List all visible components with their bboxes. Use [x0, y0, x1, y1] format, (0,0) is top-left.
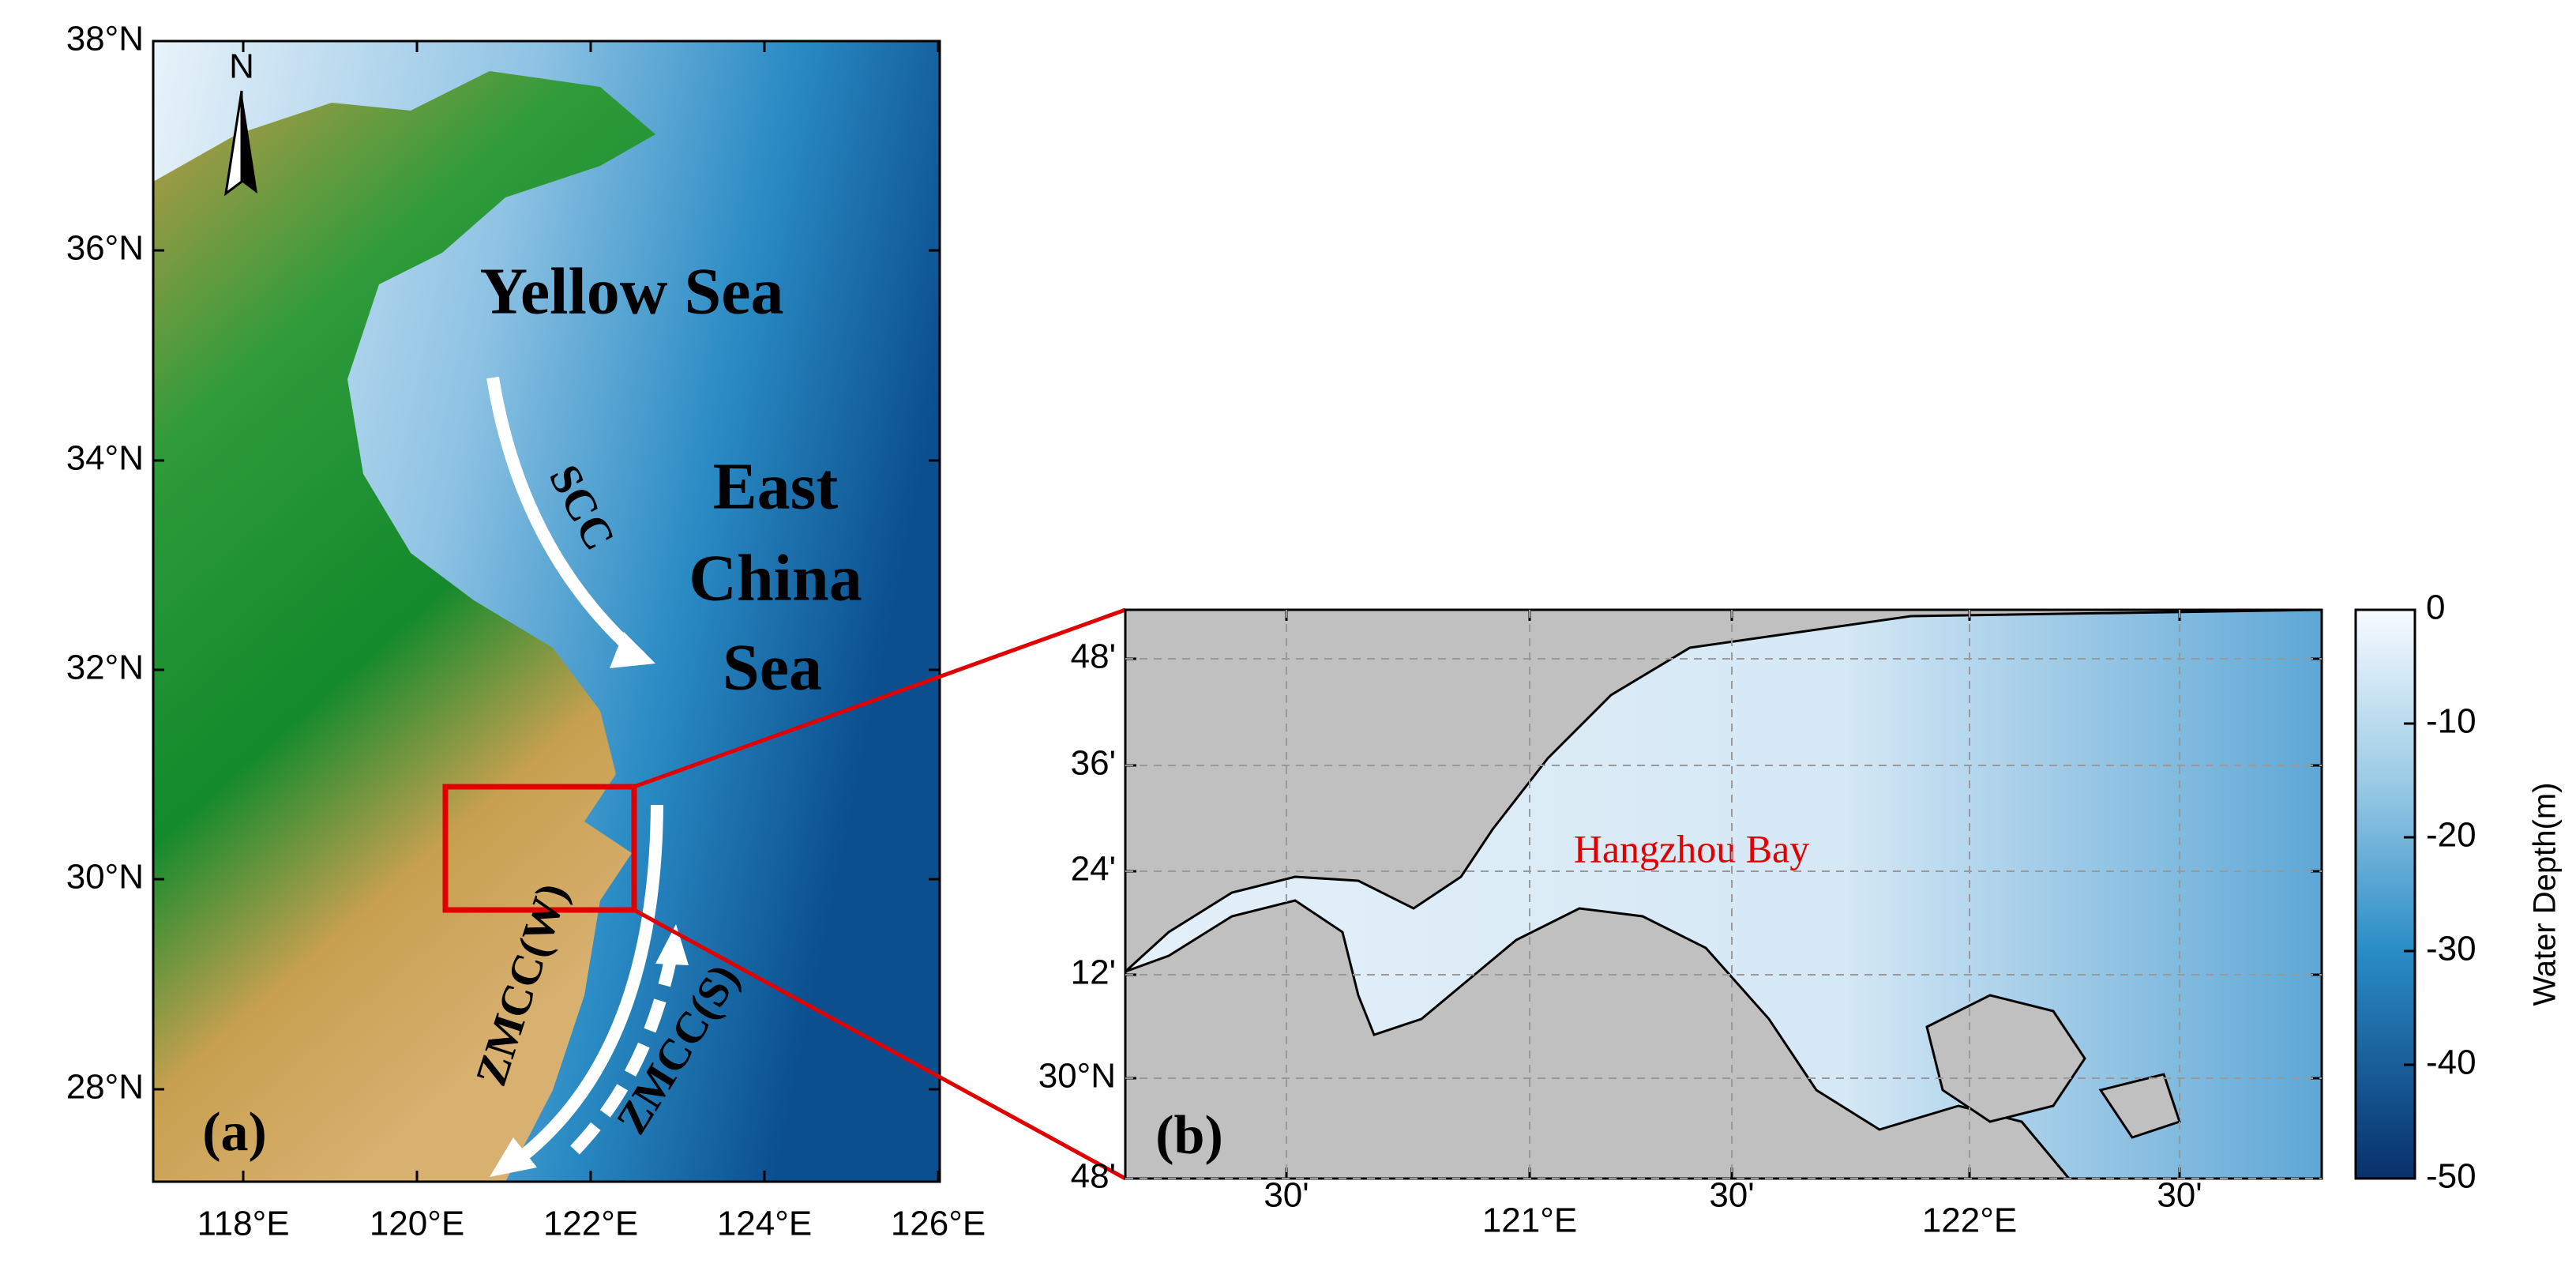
colorbar-tick-label: -30	[2426, 930, 2476, 968]
annotation: China	[689, 541, 862, 615]
island	[1925, 994, 2086, 1123]
panel-label: (b)	[1155, 1105, 1223, 1166]
arrow-head	[490, 1137, 537, 1177]
zoom-line	[633, 908, 1127, 1181]
map-b: Hangzhou Bay (b)	[1124, 608, 2323, 1180]
x-tick-label: 122°E	[543, 1205, 638, 1243]
annotation: Yellow Sea	[480, 254, 784, 328]
north-arrow	[242, 91, 257, 194]
x-tick-label: 30'	[2157, 1176, 2202, 1215]
zoom-box	[442, 784, 637, 913]
y-tick-label: 36'	[1071, 744, 1116, 783]
zmcc-w-arrow	[517, 804, 663, 1163]
arrow-head	[655, 924, 689, 965]
y-tick-label: 28°N	[66, 1068, 144, 1107]
colorbar-tick-label: -40	[2426, 1043, 2476, 1082]
y-tick-label: 12'	[1071, 953, 1116, 992]
colorbar-tick-label: -20	[2426, 816, 2476, 855]
place-label: Hangzhou Bay	[1574, 826, 1810, 870]
y-tick-label: 36°N	[66, 229, 144, 268]
x-tick-label: 122°E	[1922, 1201, 2017, 1240]
x-tick-label: 30'	[1264, 1176, 1309, 1215]
x-tick-label: 118°E	[197, 1205, 289, 1243]
colorbar	[2354, 608, 2416, 1180]
x-tick-label: 124°E	[717, 1205, 812, 1243]
y-tick-label: 48'	[1071, 1157, 1116, 1196]
colorbar-tick-label: -10	[2426, 702, 2476, 741]
land	[153, 71, 655, 1182]
annotation: East	[713, 449, 839, 523]
x-tick-label: 126°E	[891, 1205, 986, 1243]
y-tick-label: 30°N	[1038, 1057, 1116, 1096]
annotation: Sea	[723, 630, 822, 704]
x-tick-label: 120°E	[370, 1205, 464, 1243]
map-a: N Yellow Sea East China Sea SCC ZMCC(W) …	[152, 39, 941, 1183]
arrow-head	[610, 632, 655, 668]
y-tick-label: 38°N	[66, 20, 144, 58]
zoom-line	[633, 607, 1126, 789]
y-tick-label: 48'	[1071, 637, 1116, 676]
x-tick-label: 30'	[1709, 1176, 1754, 1215]
frame	[152, 39, 941, 1183]
y-tick-label: 24'	[1071, 850, 1116, 889]
zmcc-s-arrow	[570, 954, 678, 1155]
scc-arrow	[486, 376, 645, 663]
y-tick-label: 34°N	[66, 439, 144, 478]
y-tick-label: 32°N	[66, 649, 144, 687]
colorbar-tick-label: 0	[2426, 588, 2445, 627]
panel-label: (a)	[202, 1102, 267, 1163]
x-tick-label: 121°E	[1482, 1201, 1577, 1240]
y-tick-label: 30°N	[66, 858, 144, 897]
colorbar-tick-label: -50	[2426, 1157, 2476, 1196]
north-label: N	[229, 47, 254, 86]
colorbar-title: Water Depth(m)	[2528, 782, 2563, 1006]
